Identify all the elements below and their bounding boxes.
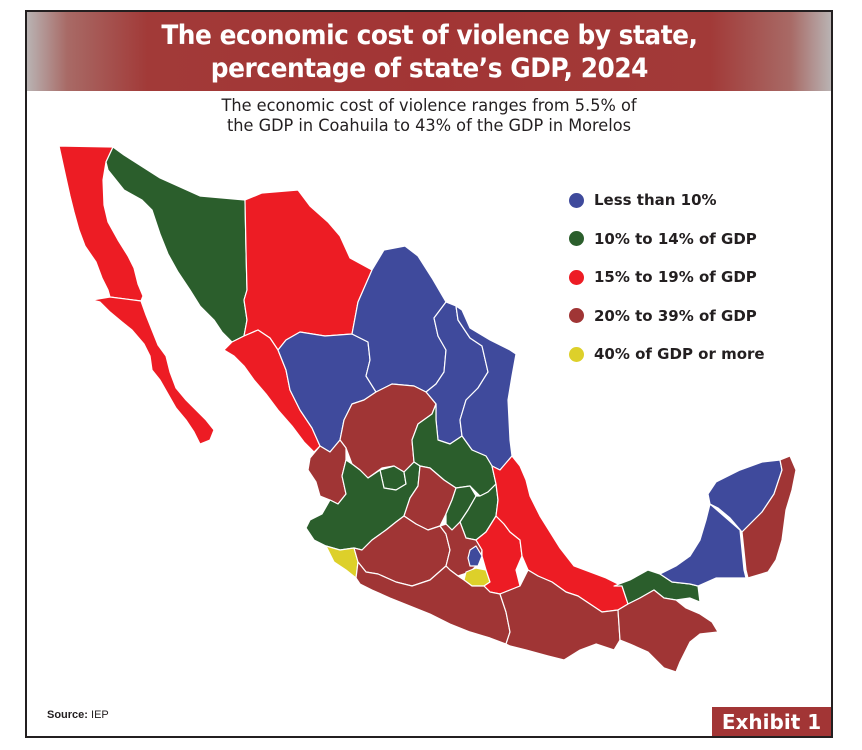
subtitle: The economic cost of violence ranges fro… bbox=[47, 96, 811, 136]
state-sonora bbox=[105, 146, 248, 343]
legend-item-40-plus: 40% of GDP or more bbox=[569, 344, 765, 364]
title-banner: The economic cost of violence by state, … bbox=[27, 12, 831, 91]
legend-label: 10% to 14% of GDP bbox=[594, 229, 757, 248]
state-chiapas bbox=[617, 589, 719, 673]
legend-label: 40% of GDP or more bbox=[594, 345, 765, 363]
legend-item-10-to-14: 10% to 14% of GDP bbox=[569, 229, 765, 249]
state-campeche bbox=[659, 503, 747, 587]
state-baja-california bbox=[58, 145, 144, 302]
subtitle-line-2: the GDP in Coahuila to 43% of the GDP in… bbox=[226, 116, 632, 136]
title-line-1: The economic cost of violence by state, bbox=[160, 19, 698, 51]
exhibit-frame: The economic cost of violence by state, … bbox=[25, 10, 833, 738]
page-title: The economic cost of violence by state, … bbox=[160, 19, 698, 85]
legend-label: Less than 10% bbox=[594, 191, 717, 209]
legend-item-less-than-10: Less than 10% bbox=[569, 190, 765, 210]
state-cdmx bbox=[467, 545, 483, 567]
state-quintana-roo bbox=[741, 455, 797, 579]
title-line-2: percentage of state’s GDP, 2024 bbox=[210, 52, 648, 84]
state-baja-california-sur bbox=[91, 296, 215, 445]
legend-label: 20% to 39% of GDP bbox=[594, 306, 757, 325]
mexico-map bbox=[58, 145, 797, 673]
legend-label: 15% to 19% of GDP bbox=[594, 268, 757, 286]
legend-item-20-to-39: 20% to 39% of GDP bbox=[569, 306, 765, 326]
legend-dot-dark-red-icon bbox=[569, 308, 584, 323]
source-label: Source: bbox=[47, 709, 88, 721]
legend-item-15-to-19: 15% to 19% of GDP bbox=[569, 267, 765, 287]
source-note: Source: IEP bbox=[47, 709, 109, 721]
legend-dot-green-icon bbox=[569, 231, 584, 246]
map-legend: Less than 10% 10% to 14% of GDP 15% to 1… bbox=[569, 190, 765, 383]
exhibit-badge: Exhibit 1 bbox=[712, 707, 831, 736]
state-chihuahua bbox=[243, 189, 373, 351]
legend-dot-red-icon bbox=[569, 269, 584, 285]
state-colima bbox=[325, 545, 359, 579]
subtitle-line-1: The economic cost of violence ranges fro… bbox=[221, 96, 637, 116]
source-value: IEP bbox=[91, 709, 109, 721]
legend-dot-blue-icon bbox=[569, 192, 584, 208]
legend-dot-yellow-icon bbox=[569, 346, 584, 362]
